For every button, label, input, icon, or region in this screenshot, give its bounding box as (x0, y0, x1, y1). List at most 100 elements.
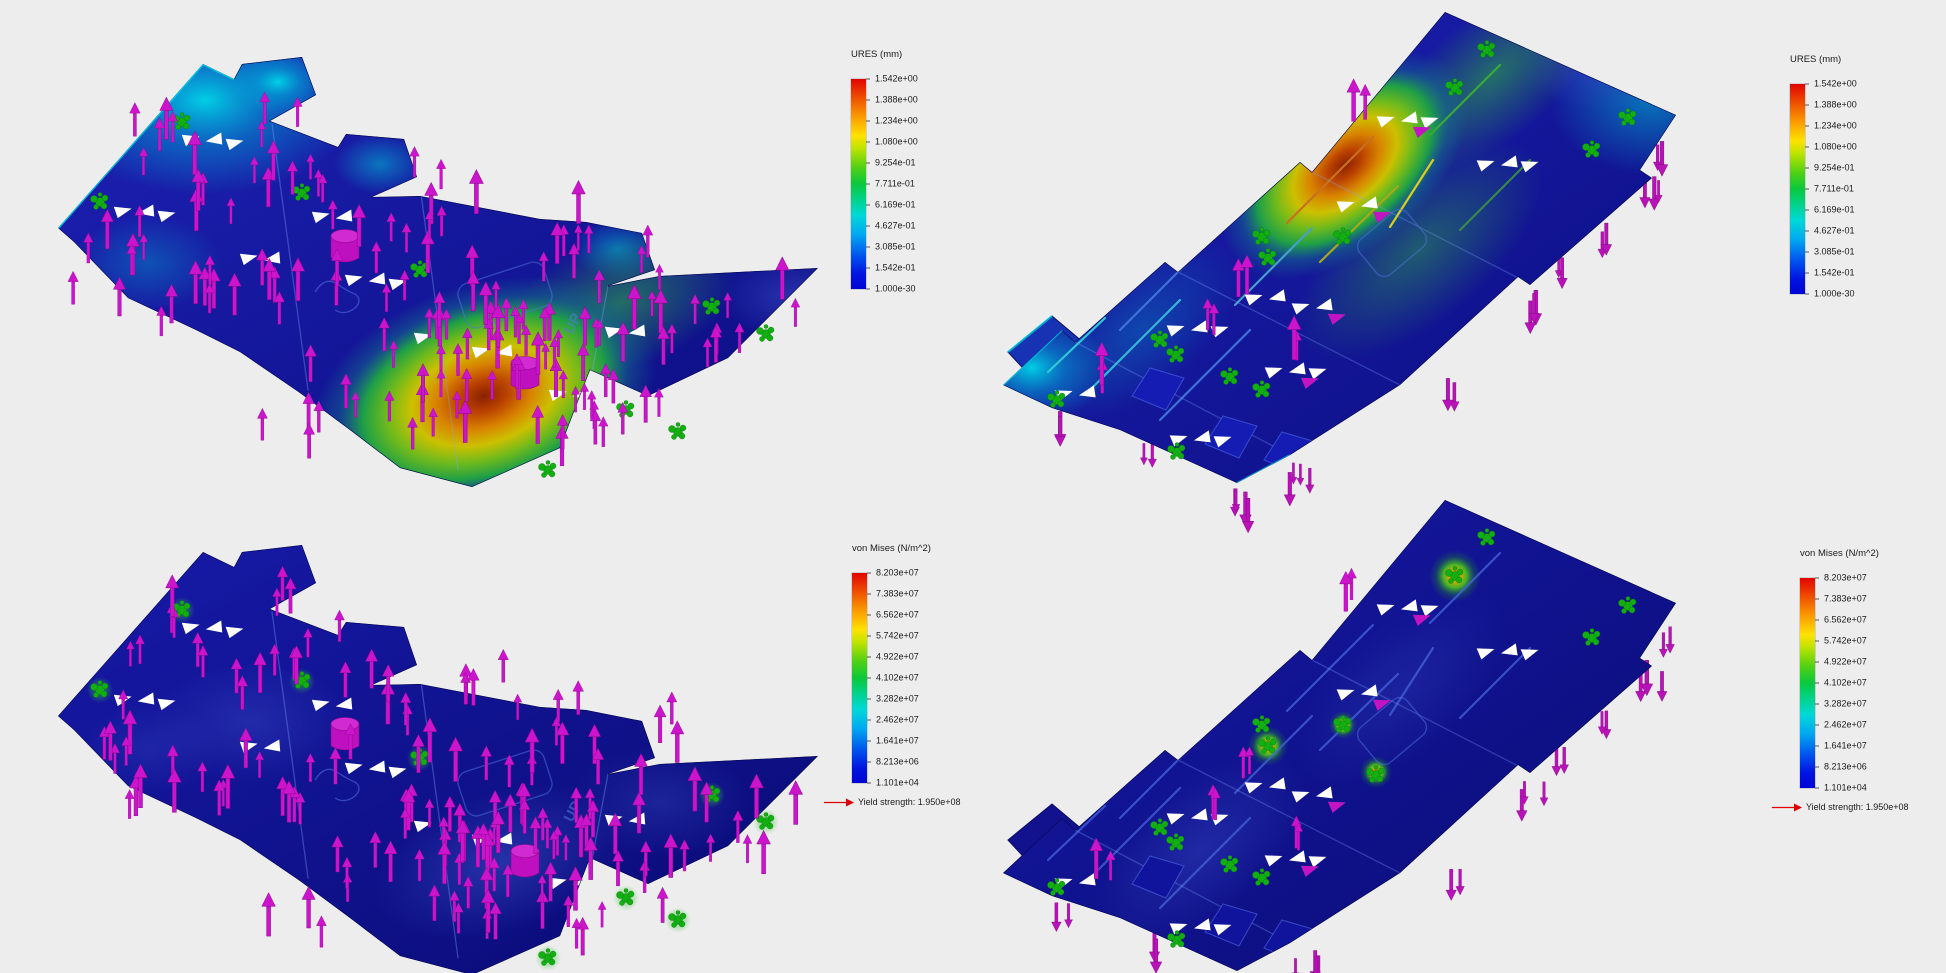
load-arrow-icon (1054, 415, 1066, 447)
cutout-triangles (604, 324, 646, 339)
load-arrow-icon (129, 102, 141, 137)
legend-stress-right[interactable]: von Mises (N/m^2) 8.203e+07 7.383e+07 6.56… (1772, 548, 1909, 812)
load-arrow-icon (653, 704, 667, 744)
legend-tick: 8.213e+06 (1815, 762, 1867, 771)
legend-tick: 7.711e-01 (866, 179, 915, 188)
load-arrow-icon (1455, 869, 1465, 896)
load-arrow-icon (301, 886, 316, 929)
load-arrow-icon (316, 915, 327, 948)
colorbar (1790, 83, 1805, 294)
colorbar-ticks: 1.542e+00 1.388e+00 1.234e+00 1.080e+00 9.25… (866, 74, 943, 293)
view-stress-bottom[interactable] (1003, 500, 1676, 973)
load-arrow-icon (1539, 781, 1549, 806)
legend-tick-label: 1.388e+00 (1814, 99, 1857, 109)
legend-displacement-right[interactable]: URES (mm) 1.542e+00 1.388e+00 1.234e+00 1.0… (1790, 54, 1882, 298)
legend-tick-label: 7.711e-01 (1814, 183, 1854, 193)
cutout-triangles (344, 272, 407, 291)
legend-tick: 1.080e+00 (1805, 142, 1857, 151)
legend-tick: 1.542e+00 (1805, 79, 1857, 88)
legend-tick-label: 1.234e+00 (1814, 120, 1857, 130)
load-arrow-icon (597, 901, 607, 928)
legend-tick-label: 4.627e-01 (1814, 225, 1855, 235)
legend-tick: 1.542e+00 (866, 74, 918, 83)
legend-tick: 7.383e+07 (1815, 594, 1867, 603)
legend-tick: 7.711e-01 (1805, 184, 1854, 193)
legend-title: von Mises (N/m^2) (1800, 548, 1879, 559)
legend-tick-label: 6.562e+07 (1824, 614, 1867, 624)
fixture-glyph (538, 460, 557, 478)
legend-tick: 1.542e-01 (866, 263, 916, 272)
cutout-triangles (311, 697, 353, 712)
load-arrow-icon (670, 720, 685, 763)
legend-tick: 9.254e-01 (1805, 163, 1855, 172)
legend-tick: 6.169e-01 (1805, 205, 1855, 214)
legend-tick-label: 3.085e-01 (1814, 246, 1855, 256)
legend-tick-label: 1.101e+04 (1824, 782, 1867, 792)
load-arrow-icon (790, 298, 801, 327)
colorbar-ticks: 8.203e+07 7.383e+07 6.562e+07 5.742e+07 4.92… (867, 568, 944, 787)
view-displacement-top[interactable]: UP (50, 5, 862, 558)
legend-tick-label: 1.000e-30 (1814, 288, 1855, 298)
cutout-triangles (1476, 643, 1539, 661)
legend-tick-label: 8.213e+06 (1824, 761, 1867, 771)
legend-tick-label: 6.169e-01 (875, 199, 916, 209)
legend-tick: 4.627e-01 (866, 221, 916, 230)
legend-tick-label: 1.234e+00 (875, 115, 918, 125)
legend-tick: 1.234e+00 (1805, 121, 1857, 130)
legend-tick-label: 4.102e+07 (876, 672, 919, 682)
load-arrow-icon (598, 416, 609, 447)
legend-tick: 1.000e-30 (866, 284, 916, 293)
legend-title: URES (mm) (1790, 54, 1842, 65)
load-arrow-icon (666, 691, 678, 725)
load-arrow-icon (1656, 671, 1668, 702)
legend-tick-label: 8.203e+07 (1824, 572, 1867, 582)
legend-tick-label: 1.542e+00 (875, 73, 918, 83)
legend-tick-label: 6.562e+07 (876, 609, 919, 619)
legend-tick: 6.562e+07 (1815, 615, 1867, 624)
legend-tick-label: 1.101e+04 (876, 777, 919, 787)
cutout-triangles (471, 344, 513, 359)
load-arrow-icon (261, 892, 276, 937)
legend-tick-label: 1.641e+07 (876, 735, 919, 745)
load-arrow-icon (1051, 902, 1062, 932)
legend-tick: 1.234e+00 (866, 116, 918, 125)
legend-tick: 8.203e+07 (1815, 573, 1867, 582)
legend-title: URES (mm) (851, 49, 903, 60)
load-arrow-icon (124, 789, 135, 819)
legend-tick-label: 7.383e+07 (1824, 593, 1867, 603)
view-displacement-bottom[interactable] (957, 0, 1750, 534)
load-arrow-icon (436, 159, 446, 190)
legend-tick-label: 8.203e+07 (876, 567, 919, 577)
legend-tick: 1.641e+07 (867, 736, 919, 745)
legend-tick-label: 5.742e+07 (876, 630, 919, 640)
yield-arrow-icon (1772, 803, 1802, 811)
yield-strength-label: Yield strength: 1.950e+08 (858, 796, 961, 807)
load-arrow-icon (1449, 382, 1460, 412)
legend-tick: 8.203e+07 (867, 568, 919, 577)
legend-displacement-left[interactable]: URES (mm) 1.542e+00 1.388e+00 1.234e+00 1.0… (851, 49, 943, 293)
load-arrow-icon (1291, 958, 1300, 973)
model-plate (1003, 12, 1676, 483)
legend-tick-label: 3.282e+07 (1824, 698, 1867, 708)
load-arrow-icon (1346, 78, 1361, 122)
yield-strength-label: Yield strength: 1.950e+08 (1806, 801, 1909, 812)
fixture-glyph (756, 324, 775, 342)
model-plate: UP (58, 57, 818, 487)
legend-tick-label: 1.641e+07 (1824, 740, 1867, 750)
cutout-triangles (1244, 289, 1286, 306)
view-stress-top[interactable]: UP (58, 545, 818, 973)
legend-tick-label: 4.922e+07 (1824, 656, 1867, 666)
legend-tick: 9.254e-01 (866, 158, 916, 167)
cutout-triangles (311, 209, 353, 224)
legend-tick: 1.641e+07 (1815, 741, 1867, 750)
legend-tick-label: 4.102e+07 (1824, 677, 1867, 687)
displacement-cool-zone (58, 57, 360, 195)
colorbar (1800, 577, 1815, 788)
legend-tick-label: 1.000e-30 (875, 283, 916, 293)
legend-stress-left[interactable]: von Mises (N/m^2) 8.203e+07 7.383e+07 6.56… (824, 544, 961, 807)
legend-tick-label: 1.542e-01 (1814, 267, 1855, 277)
legend-tick-label: 5.742e+07 (1824, 635, 1867, 645)
cutout-triangles (1169, 918, 1232, 936)
legend-tick-label: 1.080e+00 (875, 136, 918, 146)
plate-details (1046, 63, 1539, 475)
